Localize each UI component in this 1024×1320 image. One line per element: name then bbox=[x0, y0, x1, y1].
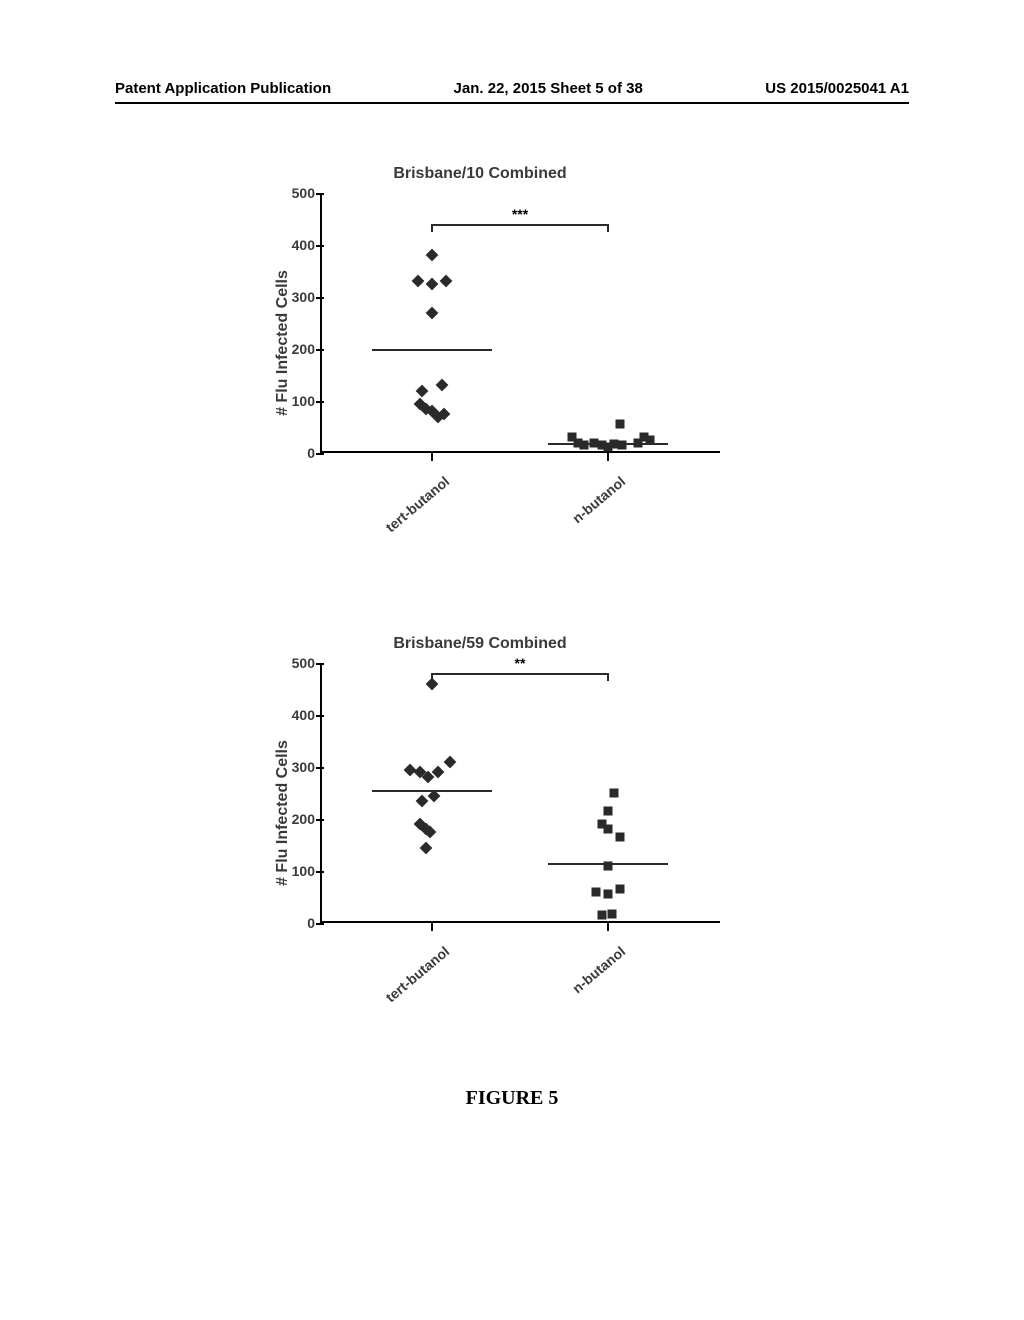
mean-line bbox=[372, 790, 492, 792]
page-header: Patent Application Publication Jan. 22, … bbox=[0, 80, 1024, 97]
header-center: Jan. 22, 2015 Sheet 5 of 38 bbox=[454, 80, 643, 97]
y-tick-label: 100 bbox=[280, 863, 315, 879]
y-tick-label: 300 bbox=[280, 289, 315, 305]
data-point bbox=[610, 789, 619, 798]
y-tick-label: 200 bbox=[280, 811, 315, 827]
y-tick-label: 100 bbox=[280, 393, 315, 409]
data-point bbox=[598, 911, 607, 920]
significance-stars: ** bbox=[515, 655, 526, 671]
y-tick-label: 400 bbox=[280, 707, 315, 723]
chart2-plot-area: # Flu Infected Cells 0100200300400500ter… bbox=[220, 663, 740, 963]
data-point bbox=[592, 887, 601, 896]
y-tick-label: 400 bbox=[280, 237, 315, 253]
y-tick-label: 500 bbox=[280, 185, 315, 201]
chart2-title: Brisbane/59 Combined bbox=[220, 635, 740, 653]
mean-line bbox=[548, 443, 668, 445]
chart1-plot-area: # Flu Infected Cells 0100200300400500ter… bbox=[220, 193, 740, 493]
chart-brisbane-10: Brisbane/10 Combined # Flu Infected Cell… bbox=[220, 165, 740, 565]
y-tick-label: 200 bbox=[280, 341, 315, 357]
data-point bbox=[616, 420, 625, 429]
data-point bbox=[604, 825, 613, 834]
x-category-label: tert-butanol bbox=[381, 473, 453, 537]
header-right: US 2015/0025041 A1 bbox=[765, 80, 909, 97]
figure-label: FIGURE 5 bbox=[466, 1087, 559, 1110]
mean-line bbox=[372, 349, 492, 351]
header-left: Patent Application Publication bbox=[115, 80, 331, 97]
significance-stars: *** bbox=[512, 206, 528, 222]
y-tick-label: 0 bbox=[280, 915, 315, 931]
chart-brisbane-59: Brisbane/59 Combined # Flu Infected Cell… bbox=[220, 635, 740, 1035]
data-point bbox=[616, 885, 625, 894]
data-point bbox=[616, 833, 625, 842]
y-tick-label: 500 bbox=[280, 655, 315, 671]
y-tick-label: 300 bbox=[280, 759, 315, 775]
data-point bbox=[604, 890, 613, 899]
mean-line bbox=[548, 863, 668, 865]
x-category-label: tert-butanol bbox=[381, 943, 453, 1007]
data-point bbox=[604, 807, 613, 816]
x-category-label: n-butanol bbox=[557, 943, 629, 1007]
y-tick-label: 0 bbox=[280, 445, 315, 461]
header-divider bbox=[115, 102, 909, 104]
chart1-title: Brisbane/10 Combined bbox=[220, 165, 740, 183]
data-point bbox=[607, 909, 616, 918]
x-category-label: n-butanol bbox=[557, 473, 629, 537]
